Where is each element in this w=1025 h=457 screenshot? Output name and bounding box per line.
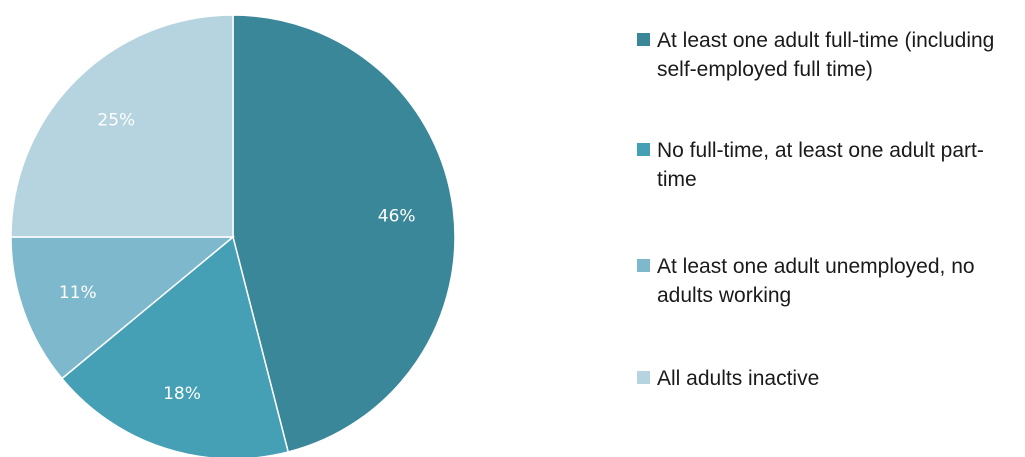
pie-data-labels: 46% 18% 11% 25% [59,110,416,404]
legend-label-unemployed: At least one adult unemployed, no adults… [657,255,975,307]
legend-swatch-part-time [637,143,650,156]
data-label-unemployed: 11% [59,283,97,303]
legend-swatch-inactive [637,371,650,384]
data-label-inactive: 25% [97,110,135,130]
pie-slices [10,14,456,457]
legend-label-inactive: All adults inactive [657,367,820,390]
legend-label-part-time: No full-time, at least one adult part-ti… [657,139,984,191]
data-label-full-time: 46% [378,206,416,226]
data-label-part-time: 18% [163,384,201,404]
pie-slice-full-time [232,14,456,453]
legend-swatch-full-time [637,33,650,46]
pie-slice-inactive [10,14,234,238]
pie-slice-unemployed [10,236,236,380]
legend-label-full-time: At least one adult full-time (including … [657,29,995,81]
legend-swatch-unemployed [637,259,650,272]
